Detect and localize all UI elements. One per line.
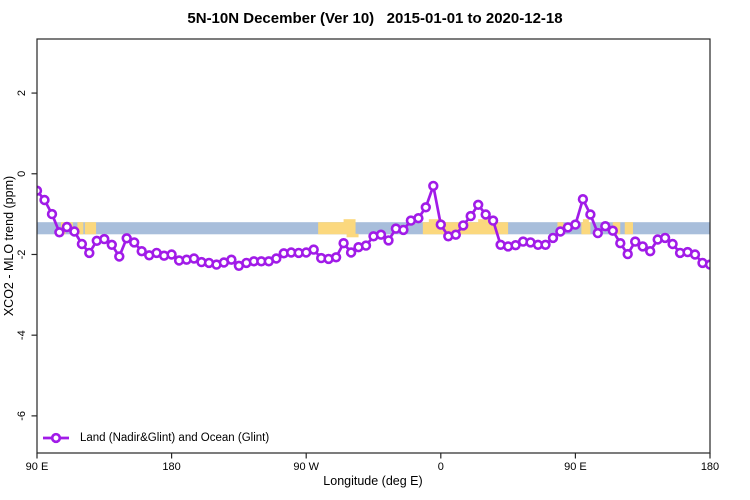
data-point-marker — [39, 194, 50, 206]
data-point-marker — [226, 254, 237, 265]
data-point-marker — [136, 246, 147, 257]
data-point-marker — [54, 227, 65, 238]
land-segment — [581, 222, 591, 235]
x-tick-label: 90 E — [564, 461, 587, 473]
data-point-marker — [435, 219, 446, 230]
coastline-detail — [346, 233, 359, 238]
data-point-marker — [61, 221, 73, 233]
data-point-marker — [585, 209, 596, 220]
coastline-detail — [428, 219, 443, 223]
axes: 90 E 180 90 W 0 90 E 180 2 0 -2 -4 -6 — [16, 38, 719, 473]
data-point-marker — [330, 252, 342, 263]
data-point-marker — [555, 226, 566, 237]
data-point-marker — [121, 233, 132, 244]
data-point-marker — [398, 224, 409, 236]
data-point-marker — [667, 238, 678, 250]
data-point-marker — [592, 227, 603, 239]
data-point-marker — [540, 239, 551, 251]
y-axis-label: XCO2 - MLO trend (ppm) — [2, 175, 16, 317]
y-tick-label: -2 — [16, 250, 28, 260]
data-point-marker — [338, 238, 349, 249]
data-point-marker — [458, 220, 469, 231]
y-tick-label: 0 — [16, 171, 28, 177]
data-point-marker — [84, 247, 95, 259]
data-point-marker — [600, 221, 611, 232]
data-point-marker — [166, 249, 177, 260]
data-point-marker — [420, 202, 431, 213]
land-segment — [624, 222, 633, 235]
data-point-marker — [570, 219, 581, 230]
data-point-marker — [308, 244, 319, 255]
data-point-marker — [413, 213, 424, 224]
data-point-marker — [106, 239, 118, 251]
data-point-marker — [480, 209, 491, 220]
data-point-marker — [473, 199, 484, 211]
legend: Land (Nadir&Glint) and Ocean (Glint) — [41, 430, 269, 446]
land-segment — [84, 222, 97, 235]
data-point-marker — [450, 229, 461, 240]
x-tick-label: 90 E — [26, 461, 49, 473]
data-point-marker — [271, 253, 282, 264]
coastline-detail — [343, 219, 356, 223]
data-point-marker — [114, 251, 125, 262]
y-tick-label: -6 — [16, 411, 28, 421]
x-tick-label: 90 W — [293, 461, 319, 473]
data-point-marker — [360, 240, 372, 251]
data-point-marker — [129, 237, 140, 248]
y-tick-label: 2 — [16, 90, 28, 96]
data-point-marker — [46, 208, 58, 220]
land-segment — [318, 222, 356, 235]
data-point-marker — [637, 241, 648, 252]
x-axis-label: Longitude (deg E) — [323, 474, 423, 488]
data-point-marker — [345, 247, 357, 258]
coastline-detail — [582, 219, 589, 223]
data-point-marker — [547, 232, 559, 244]
data-series — [37, 180, 710, 271]
data-point-marker — [375, 229, 387, 240]
x-tick-label: 180 — [701, 461, 719, 473]
land-segment — [77, 222, 84, 235]
chart-title: 5N-10N December (Ver 10) 2015-01-01 to 2… — [187, 10, 563, 27]
data-point-marker — [76, 238, 88, 250]
data-point-marker — [659, 232, 671, 244]
data-point-marker — [428, 180, 439, 192]
legend-label: Land (Nadir&Glint) and Ocean (Glint) — [80, 432, 270, 444]
x-tick-label: 180 — [162, 461, 180, 473]
data-point-marker — [607, 225, 618, 236]
data-point-marker — [99, 233, 110, 245]
data-point-marker — [69, 226, 80, 237]
data-point-marker — [577, 194, 589, 205]
data-point-marker — [383, 235, 394, 246]
coastline-detail — [478, 219, 494, 223]
data-point-marker — [689, 249, 701, 260]
x-tick-label: 0 — [438, 461, 444, 473]
data-point-marker — [622, 248, 633, 260]
data-point-marker — [487, 215, 499, 226]
data-point-marker — [37, 185, 43, 196]
plot-box — [36, 38, 711, 454]
data-point-marker — [465, 210, 476, 222]
y-tick-label: -4 — [16, 330, 28, 340]
data-point-marker — [629, 236, 641, 247]
data-point-marker — [615, 238, 626, 249]
data-point-marker — [644, 246, 656, 257]
legend-line-marker-icon — [43, 432, 69, 444]
